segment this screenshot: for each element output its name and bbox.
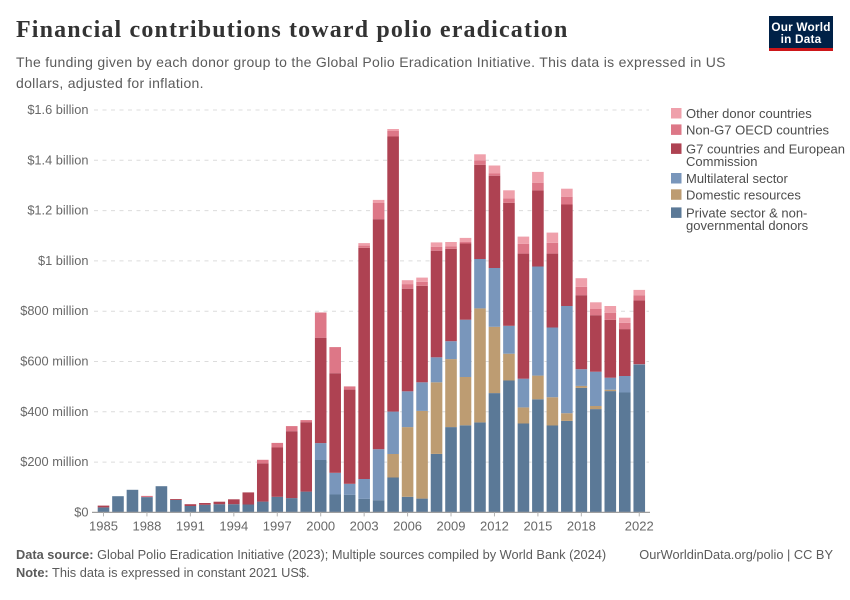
svg-text:$1.2 billion: $1.2 billion: [27, 203, 88, 218]
svg-text:$1 billion: $1 billion: [38, 253, 89, 268]
svg-text:Domestic resources: Domestic resources: [686, 187, 801, 202]
svg-text:G7 countries and European: G7 countries and European: [686, 141, 845, 156]
svg-text:$1.4 billion: $1.4 billion: [27, 152, 88, 167]
svg-text:1994: 1994: [219, 518, 248, 533]
svg-text:governmental donors: governmental donors: [686, 218, 809, 233]
svg-text:$400 million: $400 million: [20, 404, 88, 419]
svg-text:$600 million: $600 million: [20, 354, 88, 369]
svg-text:2012: 2012: [480, 518, 509, 533]
svg-text:$0: $0: [74, 504, 88, 519]
svg-text:2018: 2018: [567, 518, 596, 533]
svg-text:2006: 2006: [393, 518, 422, 533]
svg-text:2009: 2009: [437, 518, 466, 533]
svg-text:1997: 1997: [263, 518, 292, 533]
svg-text:$200 million: $200 million: [20, 454, 88, 469]
svg-text:Other donor countries: Other donor countries: [686, 106, 812, 121]
svg-text:Non-G7 OECD countries: Non-G7 OECD countries: [686, 122, 830, 137]
svg-text:1985: 1985: [89, 518, 118, 533]
svg-text:2000: 2000: [306, 518, 335, 533]
svg-text:2022: 2022: [625, 518, 654, 533]
svg-text:1988: 1988: [132, 518, 161, 533]
svg-text:$1.6 billion: $1.6 billion: [27, 102, 88, 117]
svg-text:Multilateral sector: Multilateral sector: [686, 171, 789, 186]
svg-text:Commission: Commission: [686, 154, 758, 169]
svg-text:$800 million: $800 million: [20, 303, 88, 318]
svg-text:2003: 2003: [350, 518, 379, 533]
svg-text:Private sector & non-: Private sector & non-: [686, 205, 807, 220]
svg-text:2015: 2015: [523, 518, 552, 533]
svg-text:1991: 1991: [176, 518, 205, 533]
